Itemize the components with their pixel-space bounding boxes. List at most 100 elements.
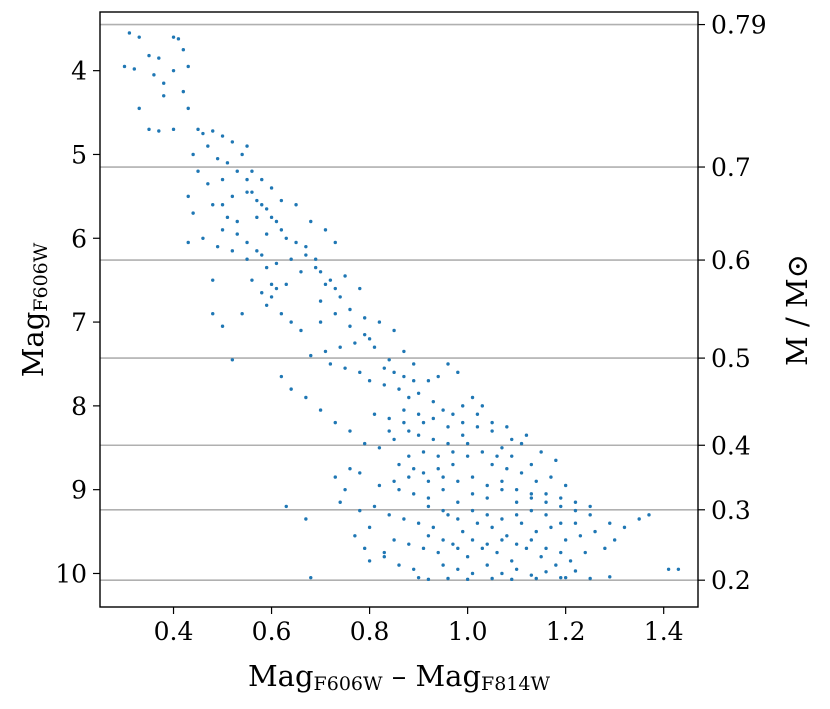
data-point: [402, 420, 406, 425]
data-point: [220, 203, 225, 207]
data-point: [465, 441, 470, 446]
data-point: [470, 475, 475, 479]
data-point: [264, 232, 269, 236]
data-point: [612, 538, 617, 542]
data-point: [436, 454, 440, 458]
data-point: [269, 186, 274, 190]
data-point: [426, 379, 431, 383]
data-point: [436, 467, 440, 471]
x-tick-label: 1.2: [546, 617, 586, 646]
data-point: [524, 433, 529, 437]
data-point: [416, 391, 421, 396]
data-point: [568, 559, 573, 563]
data-point: [289, 387, 293, 391]
data-point: [274, 219, 279, 224]
data-point: [372, 345, 377, 349]
data-point: [122, 64, 127, 69]
data-point: [392, 437, 396, 442]
data-point: [470, 395, 475, 400]
data-point: [176, 37, 181, 41]
data-point: [362, 316, 367, 320]
data-point: [333, 311, 337, 316]
data-point: [264, 265, 269, 270]
data-point: [500, 446, 504, 450]
data-point: [367, 337, 372, 341]
data-point: [132, 67, 137, 71]
data-point: [524, 546, 529, 551]
data-point: [451, 412, 455, 416]
data-point: [514, 567, 519, 571]
data-point: [147, 127, 151, 132]
data-point: [412, 467, 416, 471]
data-point: [534, 576, 538, 581]
data-point: [206, 144, 210, 148]
data-point: [274, 286, 279, 291]
data-point: [245, 177, 249, 182]
data-point: [402, 374, 406, 379]
data-point: [367, 525, 372, 530]
data-point: [554, 563, 558, 567]
data-point: [608, 575, 612, 579]
data-point: [475, 521, 480, 525]
y-axis-label: MagF606W: [16, 242, 52, 377]
data-point: [328, 362, 333, 366]
data-point: [485, 513, 489, 517]
data-point: [343, 274, 347, 278]
data-point: [211, 278, 215, 282]
data-point: [446, 362, 450, 366]
data-point: [431, 437, 436, 442]
data-point: [318, 408, 323, 412]
y2-axis-ticks: 0.79 0.7 0.6 0.5 0.4 0.3 0.2: [698, 11, 767, 595]
data-point: [441, 487, 445, 492]
data-point: [264, 207, 269, 211]
data-point: [573, 569, 578, 573]
data-point: [362, 441, 367, 446]
data-point: [456, 500, 460, 504]
y-tick-label: 6: [71, 224, 87, 253]
data-point: [573, 521, 578, 525]
data-point: [191, 211, 195, 215]
x-tick-label: 0.4: [154, 617, 194, 646]
data-point: [490, 525, 494, 530]
data-point: [382, 366, 386, 370]
data-point: [436, 374, 440, 379]
data-point: [407, 475, 411, 479]
data-point: [230, 249, 235, 253]
data-point: [245, 190, 249, 194]
data-point: [608, 521, 612, 525]
y-axis-ticks: 4 5 6 7 8 9 10: [55, 57, 100, 588]
data-point: [392, 370, 396, 375]
data-point: [279, 374, 284, 379]
data-point: [456, 479, 460, 483]
data-point: [583, 550, 587, 555]
data-point: [544, 500, 548, 504]
data-point: [426, 504, 431, 509]
data-point: [563, 575, 568, 580]
data-point: [563, 538, 568, 542]
data-point: [309, 575, 313, 580]
data-point: [549, 525, 553, 530]
data-point: [382, 550, 386, 555]
data-point: [500, 517, 504, 521]
data-point: [333, 286, 337, 291]
data-point: [465, 454, 470, 458]
data-point: [397, 487, 401, 492]
data-point: [534, 529, 538, 534]
y-tick-label: 7: [71, 308, 87, 337]
data-point: [456, 567, 460, 571]
data-point: [225, 215, 230, 220]
data-point: [250, 169, 254, 173]
y2-axis-label: M / M⊙: [780, 254, 814, 366]
data-point: [426, 496, 431, 500]
data-point: [367, 559, 372, 563]
data-point: [274, 261, 279, 266]
data-point: [559, 575, 563, 580]
x-axis-label: MagF606W – MagF814W: [248, 659, 550, 695]
data-point: [358, 286, 362, 291]
data-point: [358, 508, 362, 513]
data-point: [412, 379, 416, 383]
data-point: [412, 362, 416, 366]
data-point: [353, 534, 357, 538]
data-point: [171, 35, 176, 39]
